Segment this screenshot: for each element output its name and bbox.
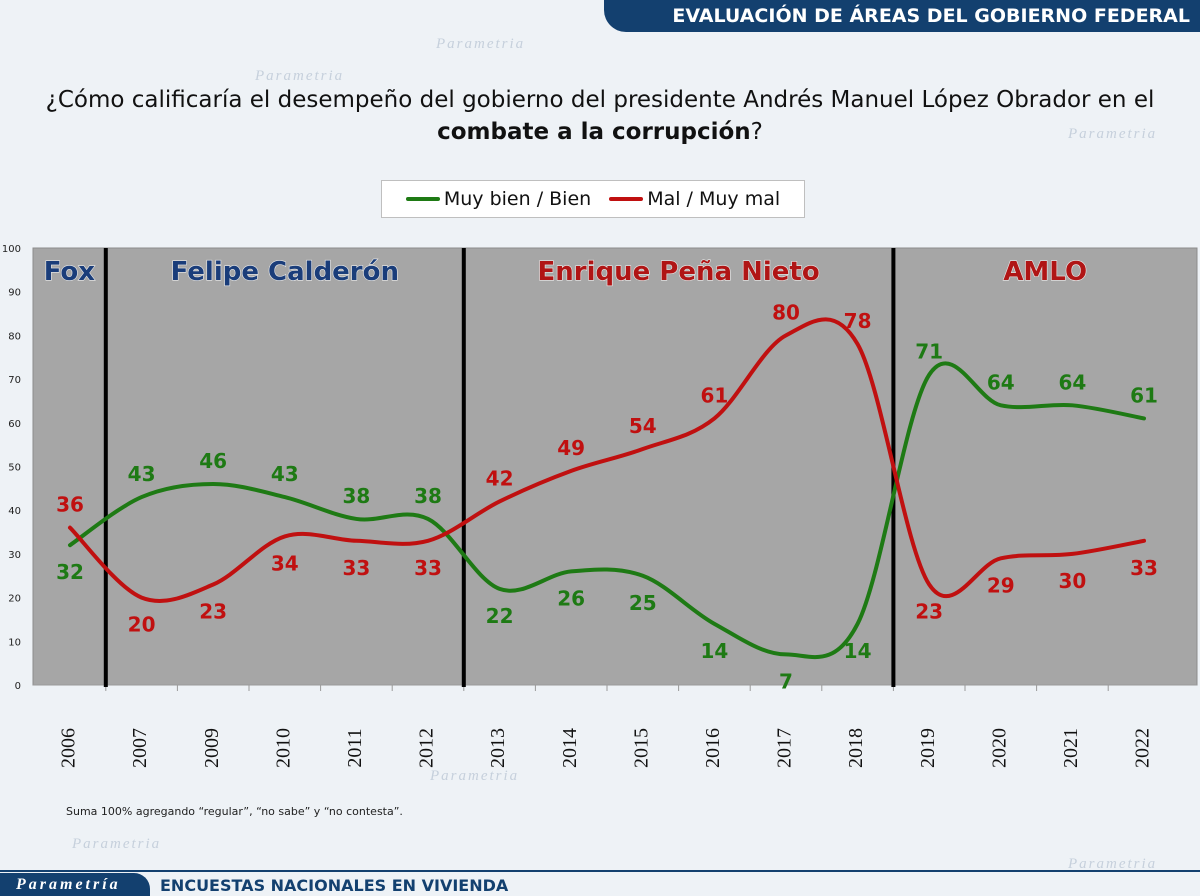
x-tick-label: 2016 — [702, 728, 724, 768]
x-tick-label: 2015 — [630, 728, 652, 768]
data-label: 7 — [779, 669, 793, 693]
data-label: 46 — [199, 449, 227, 473]
data-label: 23 — [199, 599, 227, 623]
y-tick-label: 10 — [8, 637, 21, 648]
watermark: Parametria — [255, 68, 345, 84]
question-mark: ? — [750, 119, 763, 145]
legend-label: Mal / Muy mal — [647, 188, 781, 210]
x-tick-label: 2014 — [559, 728, 581, 768]
x-tick-label: 2011 — [344, 728, 366, 767]
series-line-unfavorable — [68, 317, 1146, 603]
y-tick-label: 50 — [8, 463, 21, 474]
x-tick-label: 2018 — [845, 728, 867, 768]
data-label: 33 — [414, 556, 442, 580]
data-label: 43 — [128, 462, 156, 486]
watermark: Parametria — [436, 36, 526, 52]
legend-item-favorable: Muy bien / Bien — [405, 188, 592, 210]
y-tick-label: 80 — [8, 331, 21, 342]
footer-divider — [0, 870, 1200, 872]
period-label: Enrique Peña Nieto — [537, 257, 819, 287]
x-tick-label: 2013 — [487, 728, 509, 768]
data-label: 38 — [342, 484, 370, 508]
period-label: Fox — [44, 257, 96, 287]
data-label: 20 — [128, 613, 156, 637]
data-label: 14 — [700, 639, 728, 663]
data-label: 78 — [844, 309, 872, 333]
x-tick-label: 2017 — [774, 728, 796, 768]
data-label: 61 — [1130, 383, 1158, 407]
y-tick-label: 100 — [2, 244, 21, 255]
data-label: 43 — [271, 462, 299, 486]
y-tick-label: 60 — [8, 419, 21, 430]
x-tick-label: 2010 — [272, 728, 294, 768]
data-label: 32 — [56, 560, 84, 584]
data-label: 49 — [557, 436, 585, 460]
legend-swatch-red — [609, 197, 644, 201]
question-line: ¿Cómo calificaría el desempeño del gobie… — [45, 87, 1155, 113]
x-tick-label: 2021 — [1060, 728, 1082, 768]
footer-text: ENCUESTAS NACIONALES EN VIVIENDA — [160, 876, 509, 895]
x-tick-label: 2006 — [58, 728, 80, 768]
question-title: ¿Cómo calificaría el desempeño del gobie… — [40, 84, 1160, 148]
y-tick-label: 20 — [8, 594, 21, 605]
x-tick-label: 2020 — [988, 728, 1010, 768]
y-tick-label: 40 — [8, 506, 21, 517]
data-label: 23 — [915, 599, 943, 623]
data-label: 71 — [915, 340, 943, 364]
data-label: 61 — [700, 383, 728, 407]
watermark: Parametria — [1068, 856, 1158, 872]
data-label: 29 — [987, 573, 1015, 597]
watermark: Parametria — [430, 768, 520, 784]
y-tick-label: 90 — [8, 288, 21, 299]
data-label: 14 — [844, 639, 872, 663]
data-label: 26 — [557, 586, 585, 610]
data-label: 64 — [1058, 370, 1086, 394]
x-tick-label: 2009 — [201, 728, 223, 768]
period-label: AMLO — [1003, 257, 1087, 287]
data-label: 42 — [486, 466, 514, 490]
question-topic: combate a la corrupción — [437, 119, 751, 145]
data-label: 64 — [987, 370, 1015, 394]
watermark: Parametria — [72, 836, 162, 852]
legend-swatch-green — [405, 197, 440, 201]
brand-logo: Parametría — [0, 873, 150, 896]
data-label: 80 — [772, 300, 800, 324]
x-tick-label: 2022 — [1132, 728, 1154, 768]
legend-label: Muy bien / Bien — [443, 188, 592, 210]
x-tick-label: 2007 — [129, 728, 151, 768]
footnote: Suma 100% agregando “regular”, “no sabe”… — [66, 805, 403, 818]
data-label: 33 — [1130, 556, 1158, 580]
plot-area — [32, 247, 1198, 686]
y-tick-label: 70 — [8, 375, 21, 386]
data-label: 36 — [56, 493, 84, 517]
chart-legend: Muy bien / Bien Mal / Muy mal — [381, 180, 805, 218]
data-label: 34 — [271, 551, 299, 575]
data-label: 33 — [342, 556, 370, 580]
x-tick-label: 2019 — [917, 728, 939, 768]
line-chart: 0 10 20 30 40 50 60 70 80 90 100 2006 2007 2009 2010 20… — [2, 244, 1198, 768]
section-banner: EVALUACIÓN DE ÁREAS DEL GOBIERNO FEDERAL — [604, 0, 1200, 32]
data-label: 30 — [1058, 569, 1086, 593]
data-label: 25 — [629, 591, 657, 615]
x-tick-label: 2012 — [416, 728, 438, 768]
data-label: 54 — [629, 414, 657, 438]
data-label: 22 — [486, 604, 514, 628]
y-tick-label: 0 — [15, 681, 21, 692]
period-label: Felipe Calderón — [171, 257, 399, 287]
series-line-favorable — [68, 361, 1146, 659]
watermark: Parametria — [1068, 126, 1158, 142]
y-tick-label: 30 — [8, 550, 21, 561]
legend-item-unfavorable: Mal / Muy mal — [609, 188, 780, 210]
data-label: 38 — [414, 484, 442, 508]
